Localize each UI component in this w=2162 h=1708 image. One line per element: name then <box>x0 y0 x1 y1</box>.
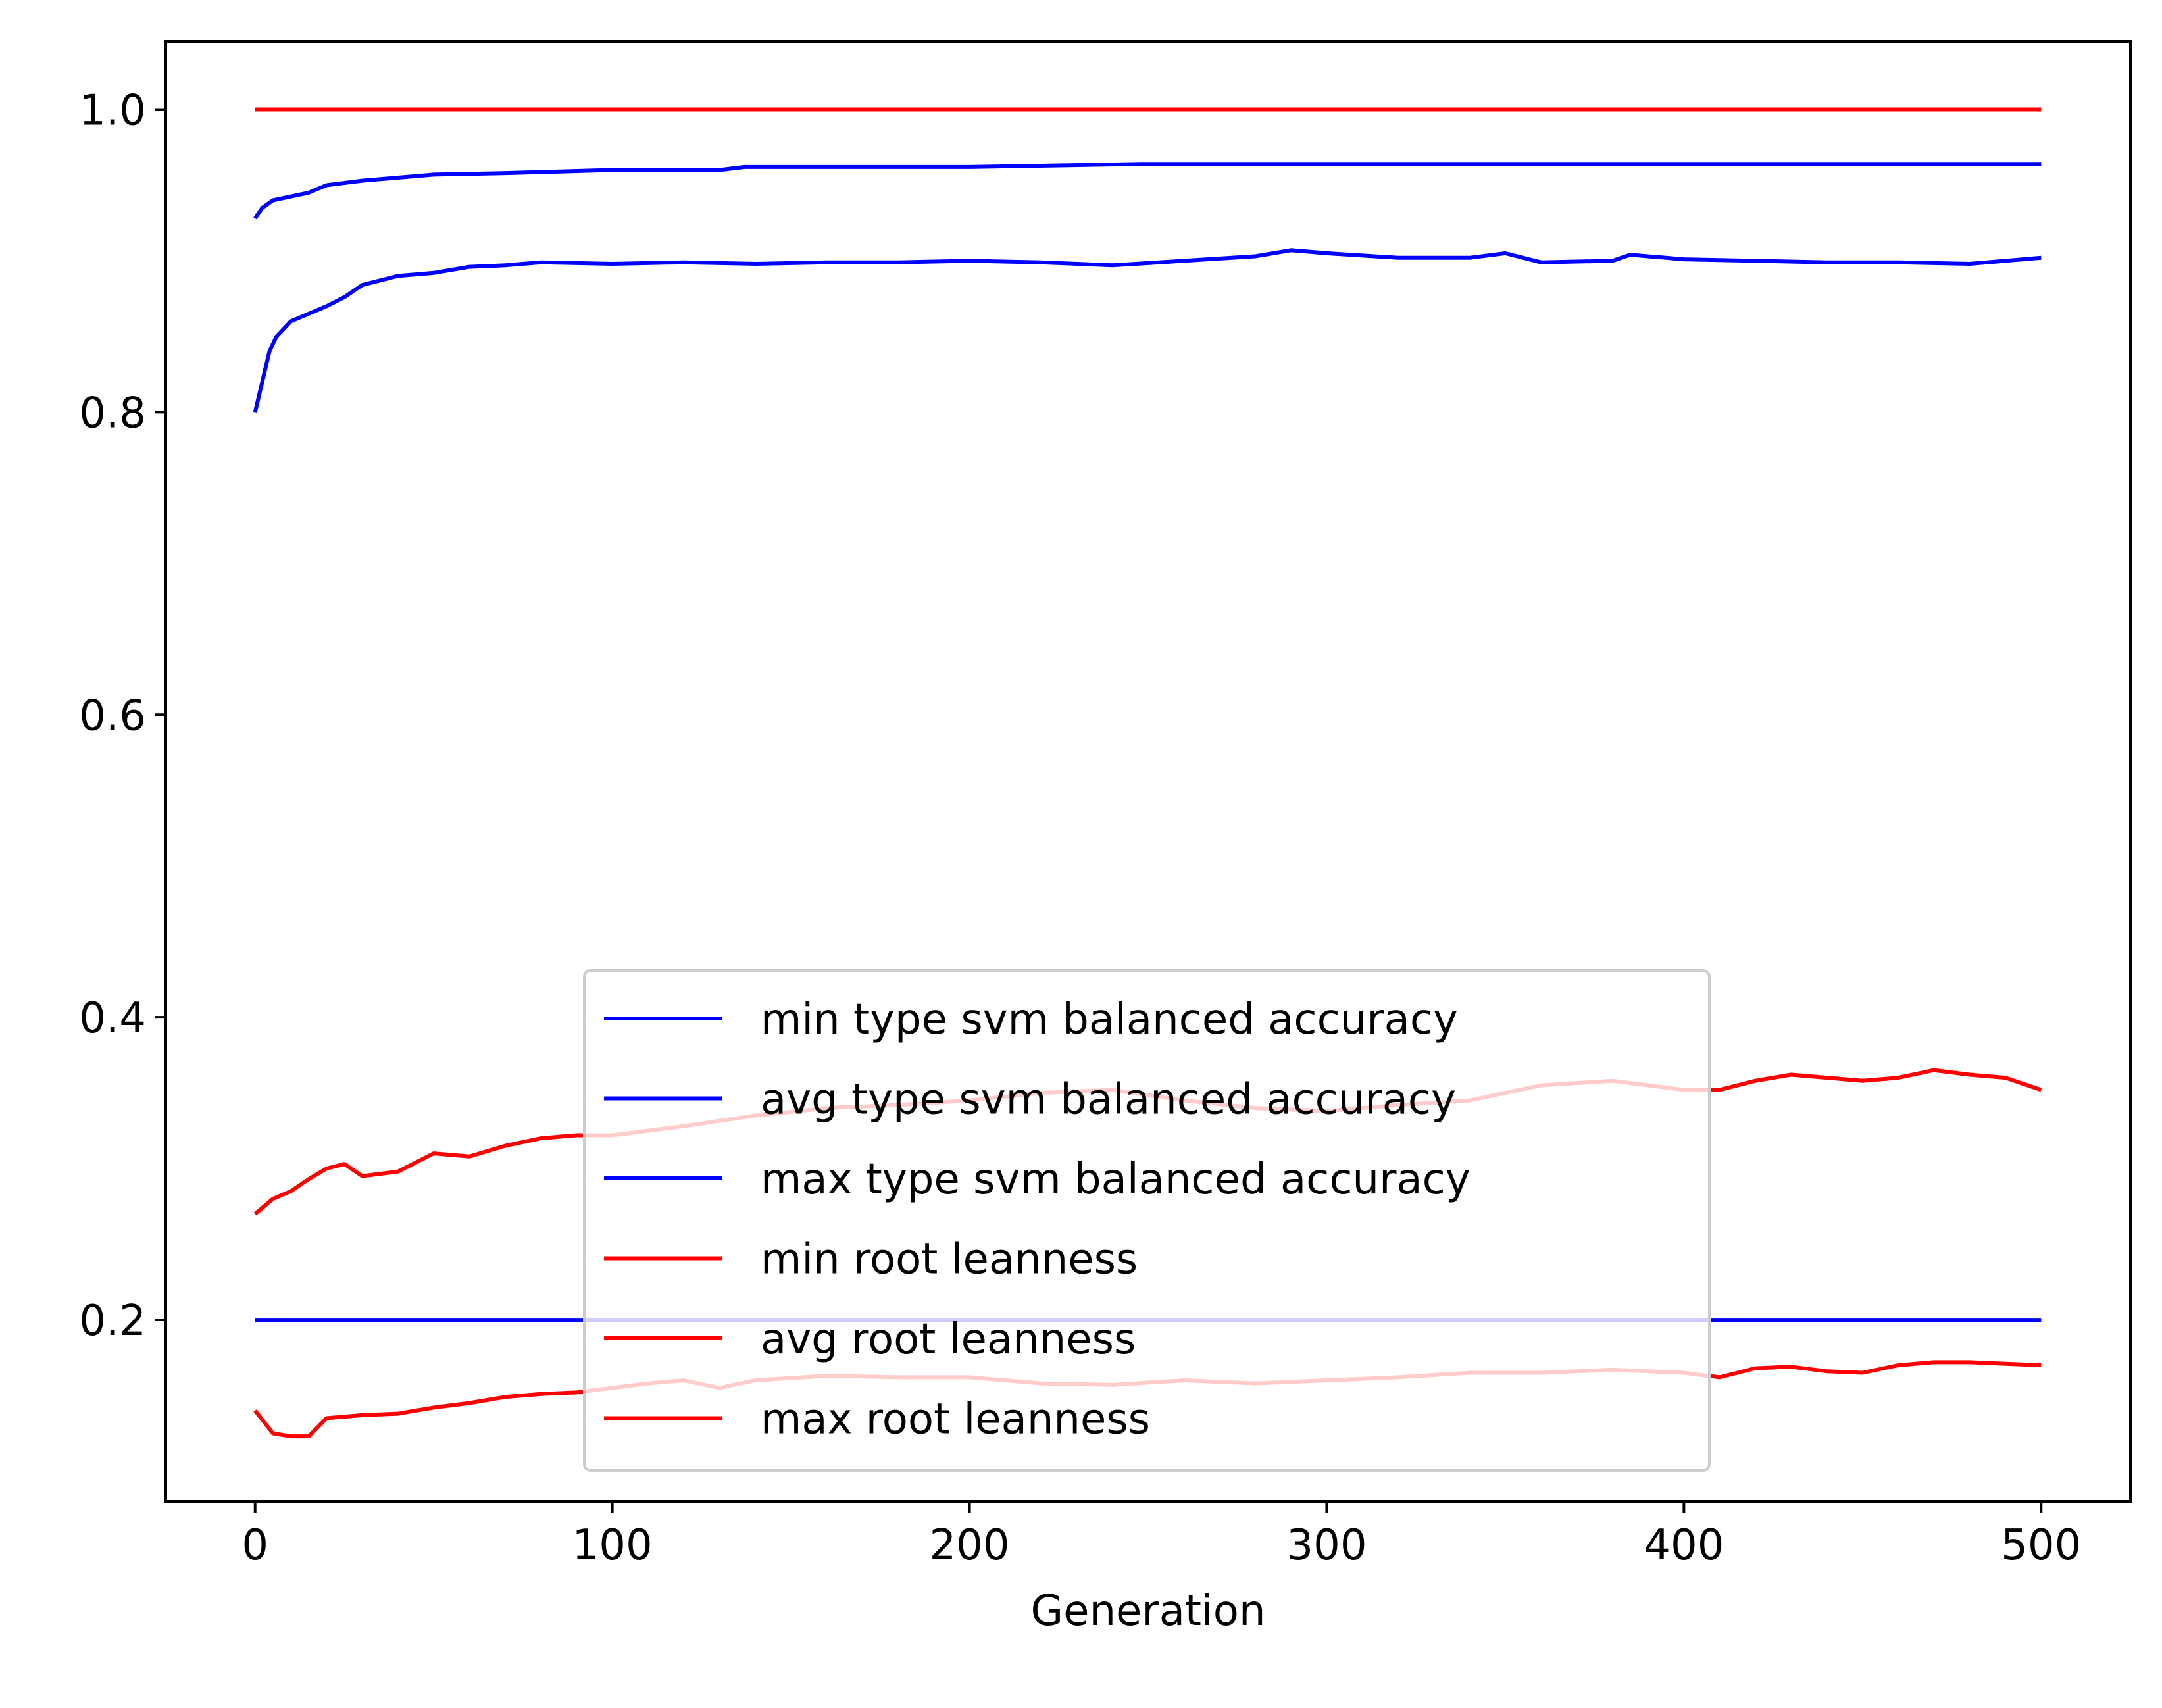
series-line-2 <box>253 248 2042 413</box>
y-tick-label: 0.4 <box>79 994 146 1043</box>
y-tick-label: 0.6 <box>79 691 146 740</box>
x-tick-label: 500 <box>2001 1521 2081 1570</box>
y-tick-label: 0.2 <box>79 1297 146 1345</box>
y-axis: 0.2 0.4 0.6 0.8 1.0 <box>79 86 166 1345</box>
legend-label: max root leanness <box>761 1395 1150 1444</box>
legend-label: avg root leanness <box>761 1315 1136 1364</box>
legend-box <box>583 969 1711 1472</box>
x-tick-label: 0 <box>241 1521 268 1570</box>
y-tick-label: 1.0 <box>79 86 146 135</box>
series-line-3 <box>253 162 2042 220</box>
legend-label: max type svm balanced accuracy <box>761 1155 1471 1204</box>
plot-frame <box>164 40 2132 1503</box>
legend-label: min type svm balanced accuracy <box>761 995 1458 1044</box>
y-tick-label: 0.8 <box>79 389 146 438</box>
x-tick-label: 200 <box>929 1521 1009 1570</box>
x-tick-label: 400 <box>1644 1521 1724 1570</box>
legend-label: avg type svm balanced accuracy <box>761 1076 1456 1124</box>
legend-label: min root leanness <box>761 1236 1138 1284</box>
x-axis: 0 100 200 300 400 500 <box>241 1501 2081 1570</box>
legend: min type svm balanced accuracy avg type s… <box>583 969 1711 1472</box>
x-tick-label: 100 <box>572 1521 653 1570</box>
x-axis-title: Generation <box>1030 1587 1265 1636</box>
x-tick-label: 300 <box>1286 1521 1367 1570</box>
